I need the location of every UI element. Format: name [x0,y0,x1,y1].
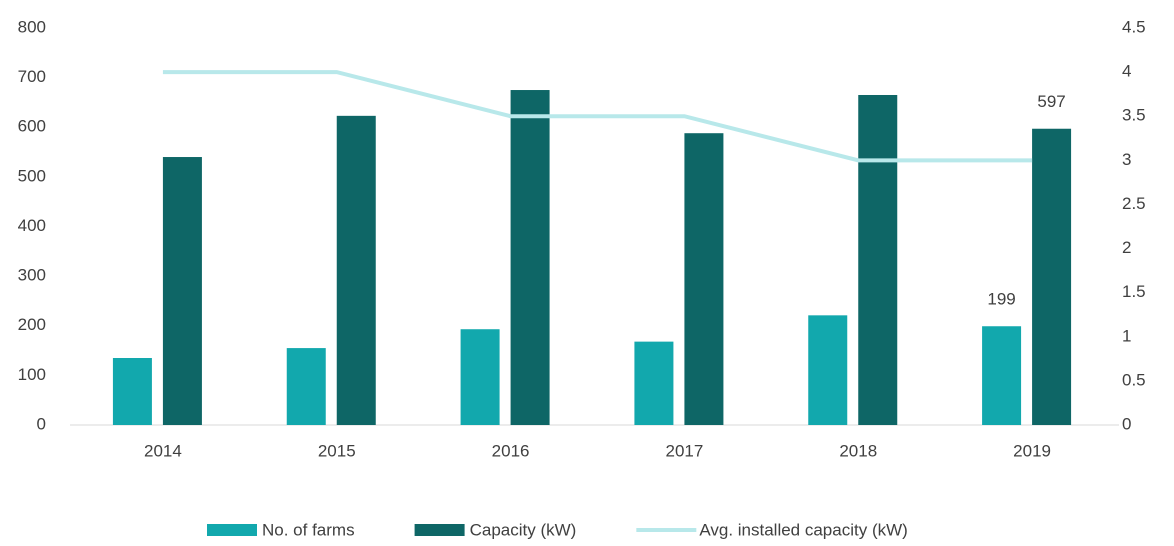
legend-label: Capacity (kW) [470,520,577,539]
y2-tick-label: 2.5 [1122,194,1146,213]
bar [858,94,898,426]
bar [460,329,500,425]
legend-label: No. of farms [262,520,355,539]
line [162,70,1033,163]
bar [286,348,326,425]
y2-tick-label: 1 [1122,326,1131,345]
y2-tick-label: 3 [1122,150,1131,169]
bar [336,115,376,426]
data-label: 597 [1037,92,1065,111]
y2-tick-label: 1.5 [1122,282,1146,301]
y-tick-label: 400 [18,216,46,235]
x-tick-label: 2016 [492,441,530,460]
y-tick-label: 100 [18,365,46,384]
y-tick-label: 200 [18,315,46,334]
y-tick-label: 600 [18,117,46,136]
legend-swatch [207,524,257,536]
y2-tick-label: 4 [1122,62,1131,81]
bar [684,133,724,425]
y2-tick-label: 4.5 [1122,17,1146,36]
y-tick-label: 300 [18,266,46,285]
x-tick-label: 2019 [1013,441,1051,460]
y2-tick-label: 3.5 [1122,106,1146,125]
y2-tick-label: 0 [1122,414,1131,433]
y2-tick-label: 0.5 [1122,370,1146,389]
y-tick-label: 500 [18,166,46,185]
x-tick-label: 2017 [666,441,704,460]
bar [808,315,848,425]
x-tick-label: 2015 [318,441,356,460]
bar [1032,128,1072,425]
y-tick-label: 0 [37,414,46,433]
bar [634,341,674,425]
data-label: 199 [987,290,1015,309]
bar [112,358,152,425]
x-tick-label: 2014 [144,441,182,460]
legend-swatch [414,524,465,536]
bar [982,326,1022,425]
legend-label: Avg. installed capacity (kW) [699,520,907,539]
bar [162,157,202,425]
x-tick-label: 2018 [839,441,877,460]
y2-tick-label: 2 [1122,238,1131,257]
y-tick-label: 800 [18,17,46,36]
y-tick-label: 700 [18,67,46,86]
bar [510,90,550,425]
